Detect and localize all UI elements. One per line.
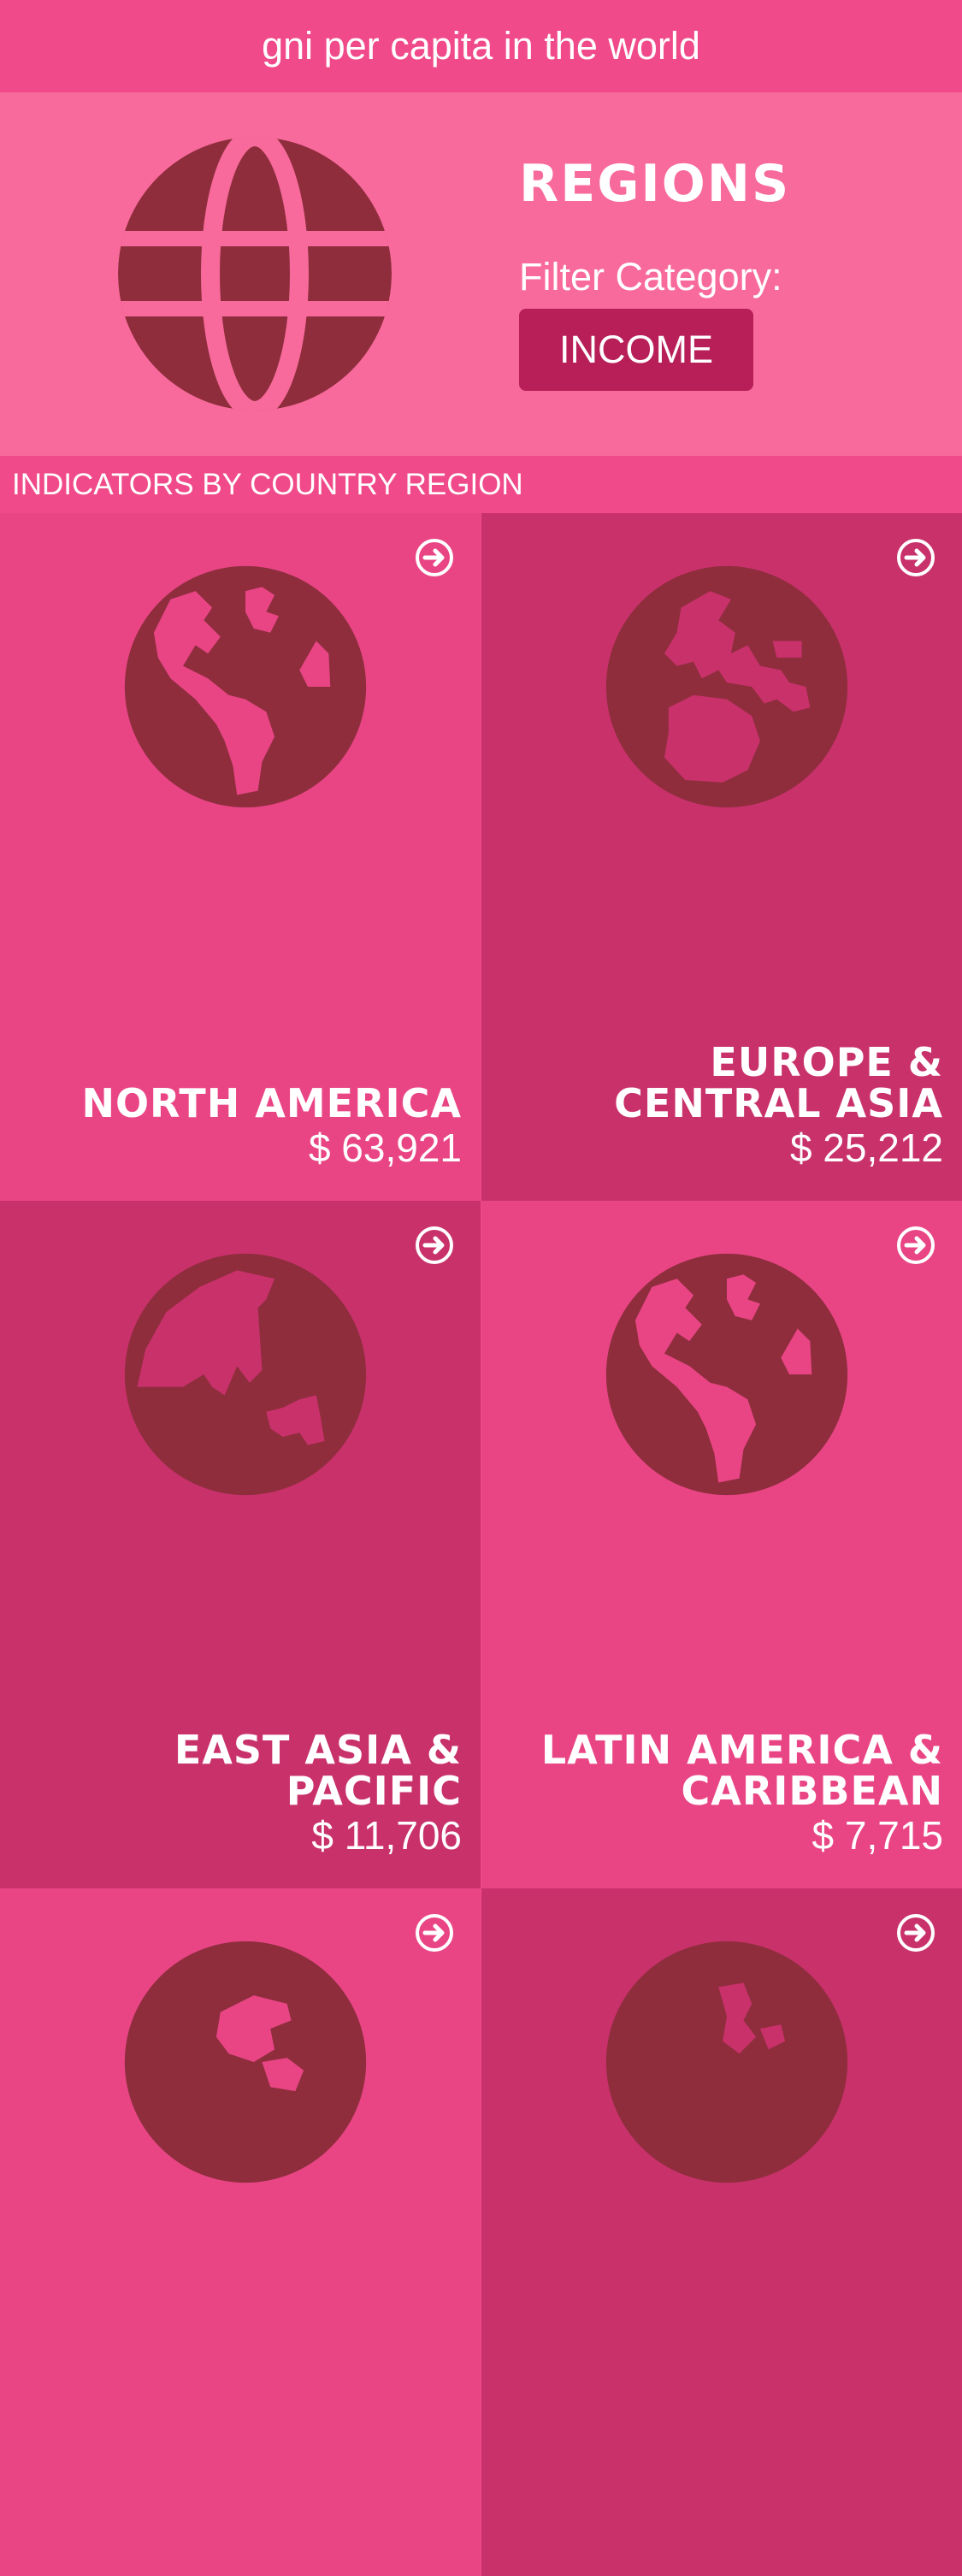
region-tile-5[interactable] (0, 1888, 481, 2576)
region-value: $ 7,715 (812, 1813, 943, 1858)
app-title-bar: gni per capita in the world (0, 0, 962, 92)
region-info: EUROPE & CENTRAL ASIA $ 25,212 (499, 1042, 943, 1170)
region-name: EUROPE & CENTRAL ASIA (499, 1042, 943, 1124)
region-info: EAST ASIA & PACIFIC $ 11,706 (17, 1729, 462, 1858)
region-value: $ 25,212 (789, 1126, 943, 1170)
region-info: NORTH AMERICA $ 63,921 (17, 1083, 462, 1170)
globe-europe-africa-icon (605, 565, 848, 808)
globe-grid-icon (118, 137, 392, 411)
region-tile-east-asia-pacific[interactable]: EAST ASIA & PACIFIC $ 11,706 (0, 1201, 481, 1888)
arrow-right-circle-icon[interactable] (414, 1912, 455, 1953)
section-label-text: INDICATORS BY COUNTRY REGION (12, 467, 523, 501)
filter-category-label: Filter Category: (519, 255, 782, 298)
globe-asia-icon (124, 1941, 367, 2183)
regions-heading: REGIONS (519, 154, 791, 214)
globe-asia-icon (124, 1253, 367, 1496)
region-name: NORTH AMERICA (17, 1083, 462, 1124)
region-name-line1: EUROPE & (710, 1039, 943, 1085)
region-value: $ 63,921 (308, 1126, 462, 1170)
region-name-line1: LATIN AMERICA & (540, 1727, 943, 1773)
arrow-right-circle-icon[interactable] (895, 1225, 936, 1266)
arrow-right-circle-icon[interactable] (895, 1912, 936, 1953)
region-tile-6[interactable] (481, 1888, 962, 2576)
region-value: $ 11,706 (311, 1813, 462, 1858)
section-label: INDICATORS BY COUNTRY REGION (0, 456, 962, 513)
region-name-line2: CARIBBEAN (681, 1768, 943, 1814)
region-name-line2: PACIFIC (286, 1768, 462, 1814)
globe-americas-icon (124, 565, 367, 808)
region-tile-north-america[interactable]: NORTH AMERICA $ 63,921 (0, 513, 481, 1201)
hero-panel: REGIONS Filter Category: INCOME (0, 92, 962, 456)
income-filter-button[interactable]: INCOME (519, 309, 753, 391)
region-info: LATIN AMERICA & CARIBBEAN $ 7,715 (499, 1729, 943, 1858)
globe-americas-icon (605, 1253, 848, 1496)
globe-asia-icon (605, 1941, 848, 2183)
region-tile-latin-america-caribbean[interactable]: LATIN AMERICA & CARIBBEAN $ 7,715 (481, 1201, 962, 1888)
region-name-line1: EAST ASIA & (174, 1727, 462, 1773)
app-title: gni per capita in the world (262, 24, 700, 68)
income-filter-button-label: INCOME (559, 328, 713, 371)
arrow-right-circle-icon[interactable] (895, 537, 936, 578)
region-name-line1: NORTH AMERICA (81, 1080, 462, 1126)
arrow-right-circle-icon[interactable] (414, 537, 455, 578)
region-name: EAST ASIA & PACIFIC (17, 1729, 462, 1811)
region-name-line2: CENTRAL ASIA (614, 1080, 943, 1126)
region-name: LATIN AMERICA & CARIBBEAN (499, 1729, 943, 1811)
arrow-right-circle-icon[interactable] (414, 1225, 455, 1266)
region-tile-europe-central-asia[interactable]: EUROPE & CENTRAL ASIA $ 25,212 (481, 513, 962, 1201)
